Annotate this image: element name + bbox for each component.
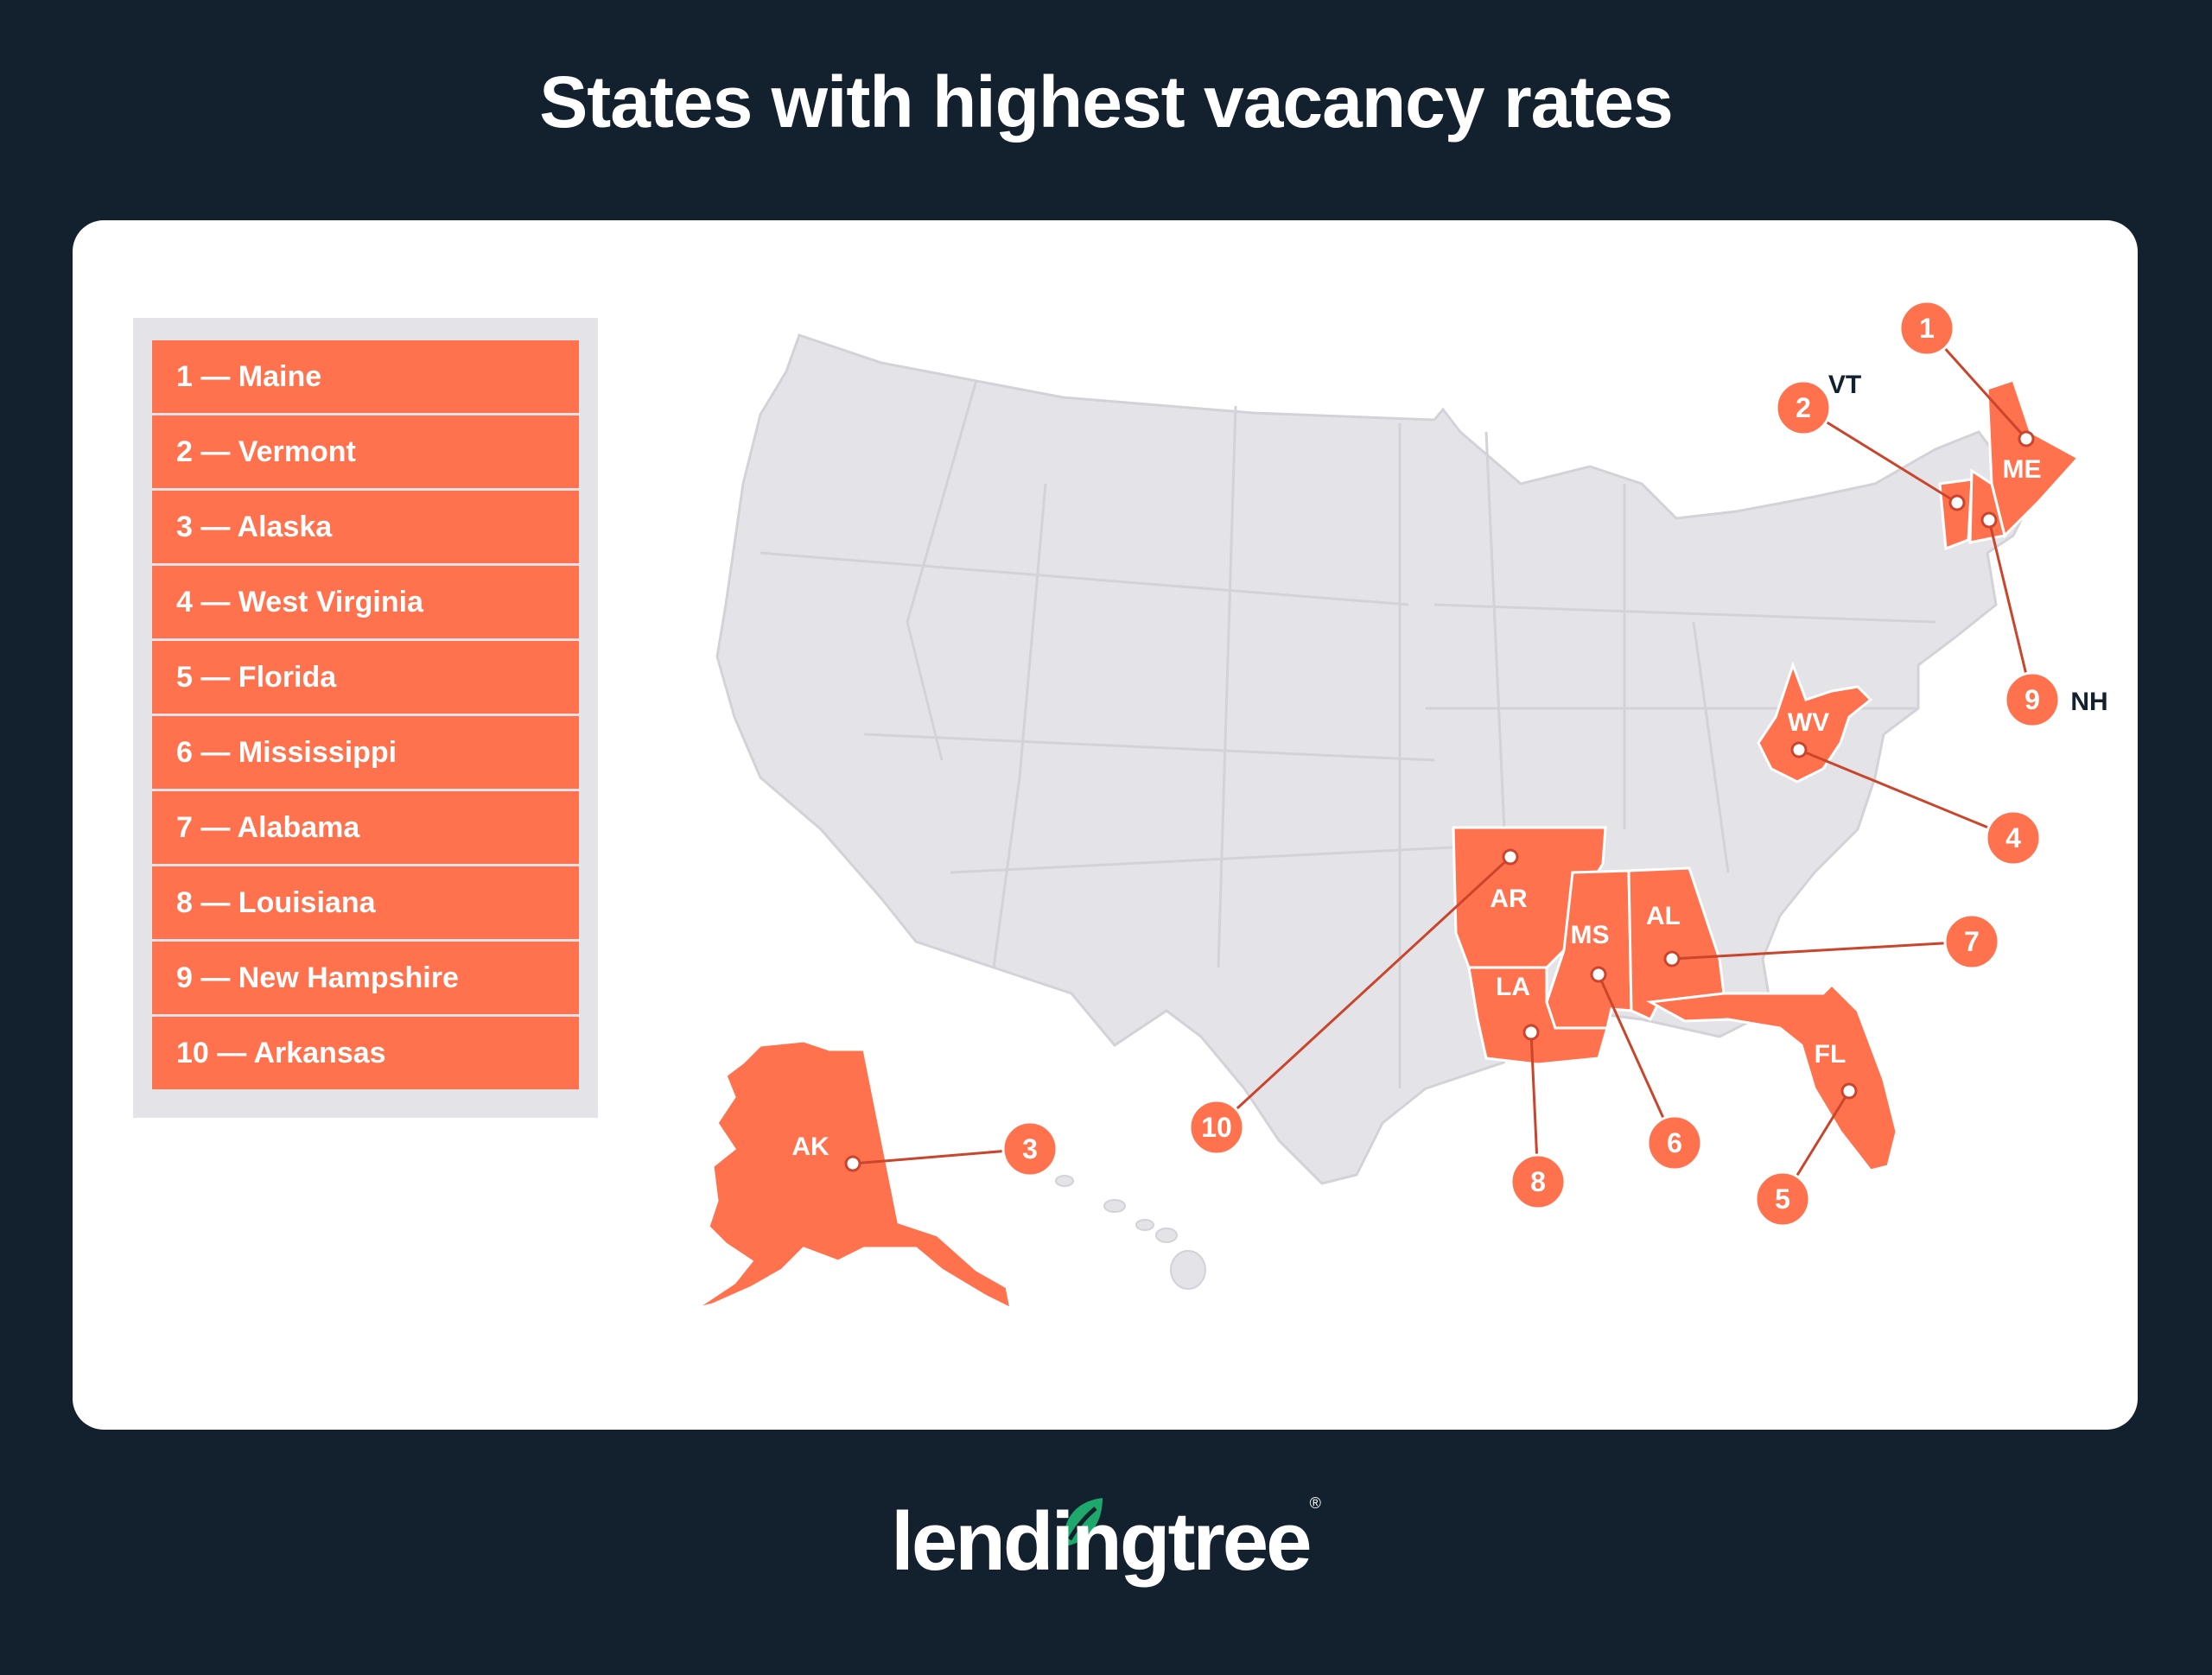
state-label: VT xyxy=(1828,371,1861,399)
legend-item: 10 — Arkansas xyxy=(152,1017,579,1089)
rank-markers xyxy=(1001,300,2061,1228)
rank-marker-label: 4 xyxy=(2005,822,2021,853)
legend-item: 2 — Vermont xyxy=(152,416,579,488)
anchor-dots xyxy=(844,430,2035,1172)
state-label: MS xyxy=(1571,921,1610,949)
state-label: AR xyxy=(1490,885,1528,913)
rank-marker-label: 7 xyxy=(1964,926,1980,957)
rank-marker-label: 8 xyxy=(1530,1166,1546,1197)
new-hampshire-shape xyxy=(1968,468,2006,544)
state-label: AK xyxy=(791,1133,830,1161)
state-label: FL xyxy=(1815,1040,1847,1069)
rank-marker-label: 3 xyxy=(1022,1133,1038,1164)
leaf-icon xyxy=(1064,1498,1103,1546)
page-title: States with highest vacancy rates xyxy=(539,61,1674,143)
west-virginia-shape xyxy=(1757,661,1873,784)
state-label: WV xyxy=(1788,708,1829,737)
legend-item: 9 — New Hampshire xyxy=(152,942,579,1014)
rank-marker-label: 9 xyxy=(2024,684,2040,715)
rank-marker-label: 1 xyxy=(1919,313,1935,344)
state-borders xyxy=(760,379,1936,1088)
louisiana-shape xyxy=(1467,966,1609,1066)
legend-item: 1 — Maine xyxy=(152,340,579,413)
state-label: LA xyxy=(1496,973,1530,1001)
alaska-shape xyxy=(695,1039,1014,1311)
state-label: NH xyxy=(2070,688,2107,716)
logo-wordmark: lendingtree xyxy=(891,1495,1312,1588)
legend-item: 8 — Louisiana xyxy=(152,866,579,939)
legend-item: 3 — Alaska xyxy=(152,491,579,563)
legend-item: 5 — Florida xyxy=(152,641,579,714)
rank-marker-label: 6 xyxy=(1667,1127,1682,1158)
state-label: ME xyxy=(2003,455,2042,484)
rank-marker-label: 2 xyxy=(1796,392,1811,423)
rank-marker-label: 5 xyxy=(1775,1183,1790,1215)
rank-marker-label: 10 xyxy=(1201,1112,1232,1143)
legend-item: 4 — West Virginia xyxy=(152,566,579,638)
vermont-shape xyxy=(1938,478,1974,551)
legend-item: 6 — Mississippi xyxy=(152,716,579,789)
hawaii-shape xyxy=(1055,1175,1206,1290)
state-label: AL xyxy=(1646,902,1681,930)
logo-registered-mark: ® xyxy=(1309,1494,1321,1512)
legend-item: 7 — Alabama xyxy=(152,791,579,864)
ranking-legend: 1 — Maine 2 — Vermont 3 — Alaska 4 — Wes… xyxy=(133,318,598,1118)
lendingtree-logo: lendingtree® xyxy=(0,1494,2212,1589)
florida-shape xyxy=(1646,982,1898,1172)
